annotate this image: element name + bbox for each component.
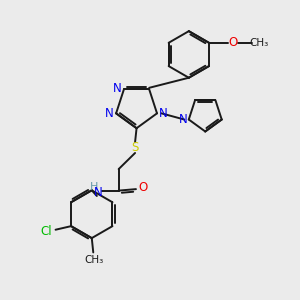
Text: N: N [113,82,122,95]
Text: O: O [228,36,238,49]
Text: N: N [159,107,168,120]
Text: CH₃: CH₃ [85,255,104,265]
Text: N: N [178,113,187,126]
Text: N: N [94,186,103,199]
Text: Cl: Cl [41,225,52,238]
Text: CH₃: CH₃ [249,38,268,48]
Text: O: O [138,181,147,194]
Text: S: S [131,141,138,154]
Text: H: H [90,182,98,192]
Text: N: N [105,107,114,120]
